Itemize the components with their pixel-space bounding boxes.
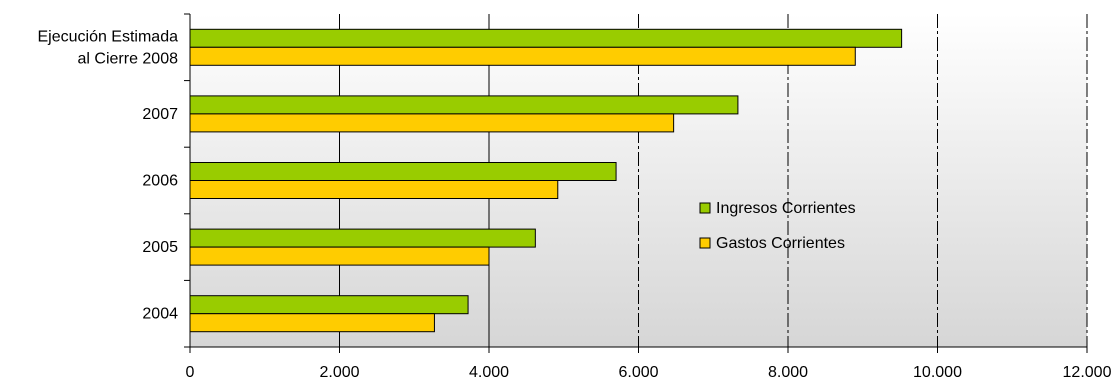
bar-gastos bbox=[189, 180, 559, 199]
bar-ingresos bbox=[189, 28, 903, 48]
bar-gastos bbox=[189, 46, 856, 66]
x-tick-label: 6.000 bbox=[618, 364, 658, 381]
x-tick-label: 4.000 bbox=[469, 364, 509, 381]
axes bbox=[184, 13, 1088, 353]
legend-label: Gastos Corrientes bbox=[716, 235, 845, 252]
x-tick-label: 10.000 bbox=[913, 364, 962, 381]
legend-swatch bbox=[699, 202, 711, 214]
bar-gastos bbox=[189, 313, 435, 333]
bar-gastos bbox=[189, 113, 675, 133]
x-tick-labels: 0 2.000 4.000 6.000 8.000 10.000 12.000 bbox=[186, 364, 1112, 381]
legend-label: Ingresos Corrientes bbox=[716, 200, 856, 217]
bar-gastos bbox=[189, 246, 490, 266]
bar-ingresos bbox=[189, 295, 469, 315]
category-label: 2005 bbox=[142, 239, 178, 256]
x-tick-label: 2.000 bbox=[319, 364, 359, 381]
category-label: 2006 bbox=[142, 173, 178, 190]
bar-ingresos bbox=[189, 162, 617, 181]
x-tick-label: 12.000 bbox=[1063, 364, 1112, 381]
category-labels: Ejecución Estimada al Cierre 2008 2007 2006… bbox=[37, 28, 178, 322]
category-label: 2007 bbox=[142, 106, 178, 123]
bar-ingresos bbox=[189, 95, 739, 115]
x-tick-label: 0 bbox=[186, 364, 195, 381]
category-label: al Cierre 2008 bbox=[78, 50, 179, 67]
legend-swatch bbox=[699, 237, 711, 249]
legend: Ingresos Corrientes Gastos Corrientes bbox=[699, 200, 856, 252]
bar-ingresos bbox=[189, 228, 536, 248]
category-label: Ejecución Estimada bbox=[37, 28, 178, 45]
category-label: 2004 bbox=[142, 306, 178, 323]
x-tick-label: 8.000 bbox=[768, 364, 808, 381]
